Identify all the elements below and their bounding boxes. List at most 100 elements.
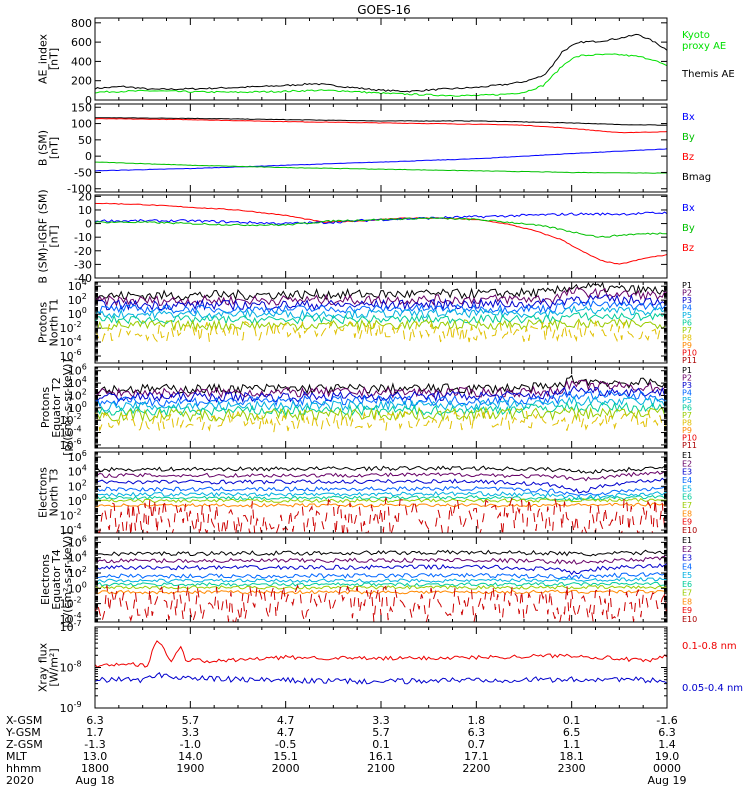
ephemeris-row-label: X-GSM [6,714,42,727]
y-tick-label: 10-2 [60,412,82,427]
legend-item: Bx [682,112,695,123]
legend-item: Bz [682,243,694,254]
legend-item: E6 [682,580,692,589]
legend-item: E10 [682,526,697,535]
series-p1-p1 [95,282,667,302]
y-axis-label: Electrons [37,467,50,518]
y-tick-label: 102 [68,387,87,402]
series-e2-e2 [95,555,667,565]
ephemeris-value: 18.1 [559,750,584,763]
y-tick-label: 104 [68,278,87,293]
y-tick-label: 0 [85,94,92,107]
series-e2-e5 [95,577,667,583]
legend-item: P7 [682,411,692,420]
y-tick-label: 106 [68,534,87,549]
ephemeris-row-label: Z-GSM [6,738,43,751]
y-tick-label: 10-2 [60,320,82,335]
y-tick-label: 50 [78,134,92,147]
ephemeris-value: 16.1 [369,750,394,763]
legend-item: 0.1-0.8 nm [682,641,737,652]
y-tick-label: 20 [78,190,92,203]
ephemeris-value: 6.5 [563,726,581,739]
panel-frame [94,103,668,193]
y-tick-label: 10-2 [60,507,82,522]
ephemeris-value: 2100 [367,762,395,775]
ephemeris-value: -1.0 [180,738,201,751]
legend-item: Bx [682,203,695,214]
y-tick-label: 106 [68,363,87,378]
series-e1-e9 [95,497,667,533]
ephemeris-row-label: MLT [6,750,27,763]
y-axis-label: Equator T4 [50,549,63,609]
y-axis-label: [e/(cm²-s-sr-keV)] [61,531,74,627]
series-e2-e4 [95,572,667,580]
legend-item: P1 [682,281,692,290]
legend-item: E8 [682,597,692,606]
y-tick-label: 100 [68,580,87,595]
ephemeris-value: Aug 19 [648,774,687,787]
series-bsm-bx [95,148,667,172]
ephemeris-value: 13.0 [83,750,108,763]
y-axis-label: [nT] [48,48,61,70]
legend-item: Bz [682,152,694,163]
ephemeris-value: 1.4 [658,738,676,751]
legend-item: P9 [682,426,692,435]
ephemeris-value: 0000 [653,762,681,775]
series-p2-p6 [95,401,667,418]
ephemeris-row-label: Y-GSM [5,726,41,739]
legend-item: P8 [682,419,692,428]
y-axis-label: North T1 [48,299,61,347]
legend-item: E5 [682,571,692,580]
legend-item: P3 [682,381,692,390]
panel-frame [94,626,668,709]
legend-item: P2 [682,289,692,298]
ephemeris-value: 5.7 [182,714,200,727]
legend-item: E1 [682,451,692,460]
legend-item: E4 [682,562,692,571]
ephemeris-value: 15.1 [273,750,298,763]
legend-item: 0.05-0.4 nm [682,683,743,694]
ephemeris-row-label: hhmm [6,762,41,775]
legend-item: E7 [682,589,692,598]
ephemeris-value: 0.1 [372,738,390,751]
y-tick-label: 104 [68,550,87,565]
ephemeris-value: 0.1 [563,714,581,727]
y-tick-label: 10-4 [60,334,82,349]
legend-item: E8 [682,509,692,518]
ephemeris-value: 6.3 [86,714,104,727]
legend-item: P1 [682,366,692,375]
ephemeris-value: 19.0 [655,750,680,763]
ephemeris-value: -0.5 [275,738,296,751]
series-p2-p7 [95,406,667,423]
ephemeris-value: 3.3 [372,714,390,727]
legend-item: E2 [682,459,692,468]
legend-item: E3 [682,554,692,563]
y-axis-label: [nT] [48,225,61,247]
legend-item: Bmag [682,172,711,183]
legend-item: P6 [682,404,692,413]
ephemeris-value: 4.7 [277,714,295,727]
legend-item: P5 [682,396,692,405]
y-tick-label: 10-4 [60,522,82,537]
y-axis-label: North T3 [48,469,61,517]
ephemeris-value: 2300 [558,762,586,775]
y-axis-label: Electrons [39,554,52,605]
series-e1-e1 [95,465,667,475]
ephemeris-value: 2000 [272,762,300,775]
chart-title: GOES-16 [357,3,411,17]
legend-item: P8 [682,334,692,343]
ephemeris-value: 1.1 [563,738,581,751]
series-e1-e2 [95,470,667,482]
y-tick-label: -20 [74,245,92,258]
series-p2-p8 [95,409,667,434]
y-axis-label: AE_index [37,33,50,84]
legend-item: By [682,223,695,234]
y-axis-label: [p/(cm²-s-sr-keV)] [61,359,74,456]
y-tick-label: 400 [71,55,92,68]
y-tick-label: 0 [85,150,92,163]
